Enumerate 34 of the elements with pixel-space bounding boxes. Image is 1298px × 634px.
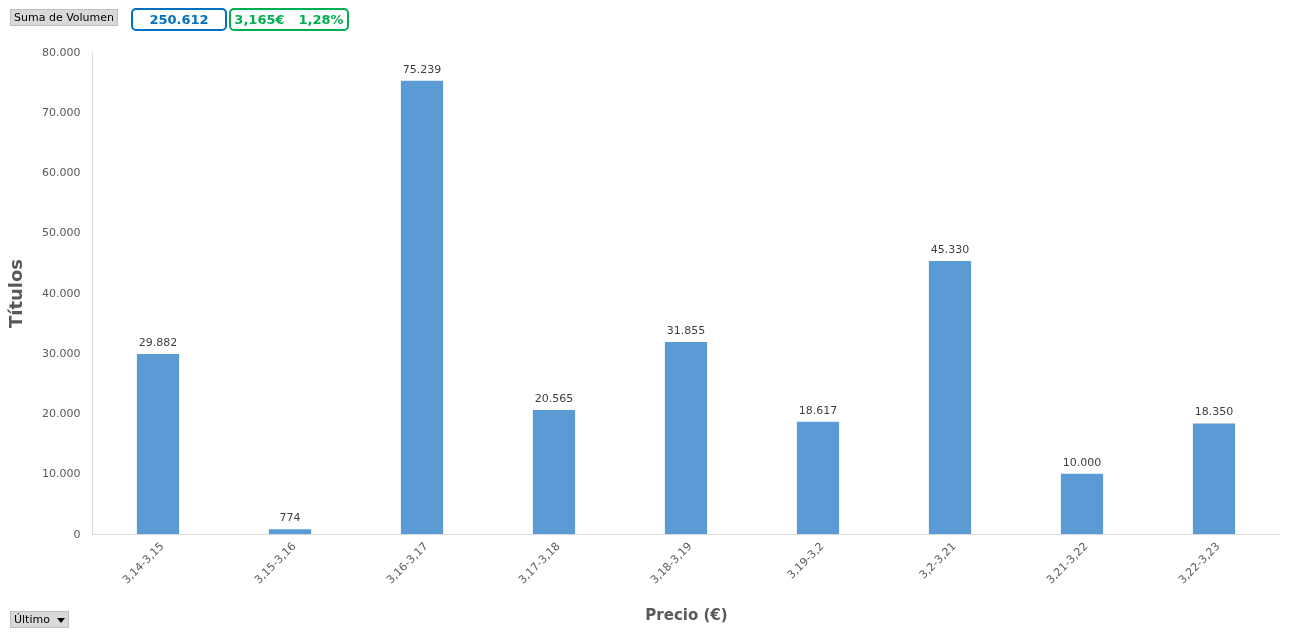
text: Último: [14, 613, 50, 626]
data-label: 45.330: [930, 242, 970, 256]
text: 3,165€: [234, 12, 285, 27]
bar: [136, 353, 180, 534]
bar: [268, 529, 312, 534]
data-label: 75.239: [402, 62, 442, 76]
data-label: 18.617: [798, 403, 838, 417]
text: 250.612: [131, 8, 227, 31]
y-axis-title: Títulos: [5, 258, 27, 329]
x-axis-title: Precio (€): [645, 605, 728, 624]
bar: [1060, 473, 1104, 534]
y-tick-label: 30.000: [42, 346, 81, 360]
data-label: 10.000: [1062, 455, 1102, 469]
bar: [796, 421, 840, 534]
bar: [928, 260, 972, 534]
y-tick-label: 20.000: [42, 407, 81, 420]
y-tick-label: 80.000: [42, 45, 81, 59]
y-tick-label: 40.000: [42, 286, 81, 300]
data-label: 774: [279, 511, 301, 525]
y-tick-label: 0: [73, 527, 81, 541]
data-label: 20.565: [534, 392, 574, 406]
y-tick-label: 10.000: [42, 467, 81, 481]
data-label: 29.882: [138, 335, 178, 349]
y-tick-label: 60.000: [42, 166, 81, 179]
y-tick-label: 70.000: [42, 105, 81, 119]
bar: [664, 342, 708, 534]
bar: [532, 410, 576, 534]
y-tick-label: 50.000: [42, 226, 81, 240]
data-label: 31.855: [666, 324, 706, 338]
data-label: 18.350: [1194, 405, 1234, 419]
bar: [1192, 423, 1236, 534]
text: Suma de Volumen: [10, 9, 119, 26]
text: 1,28%: [298, 12, 344, 27]
bar: [400, 80, 444, 534]
